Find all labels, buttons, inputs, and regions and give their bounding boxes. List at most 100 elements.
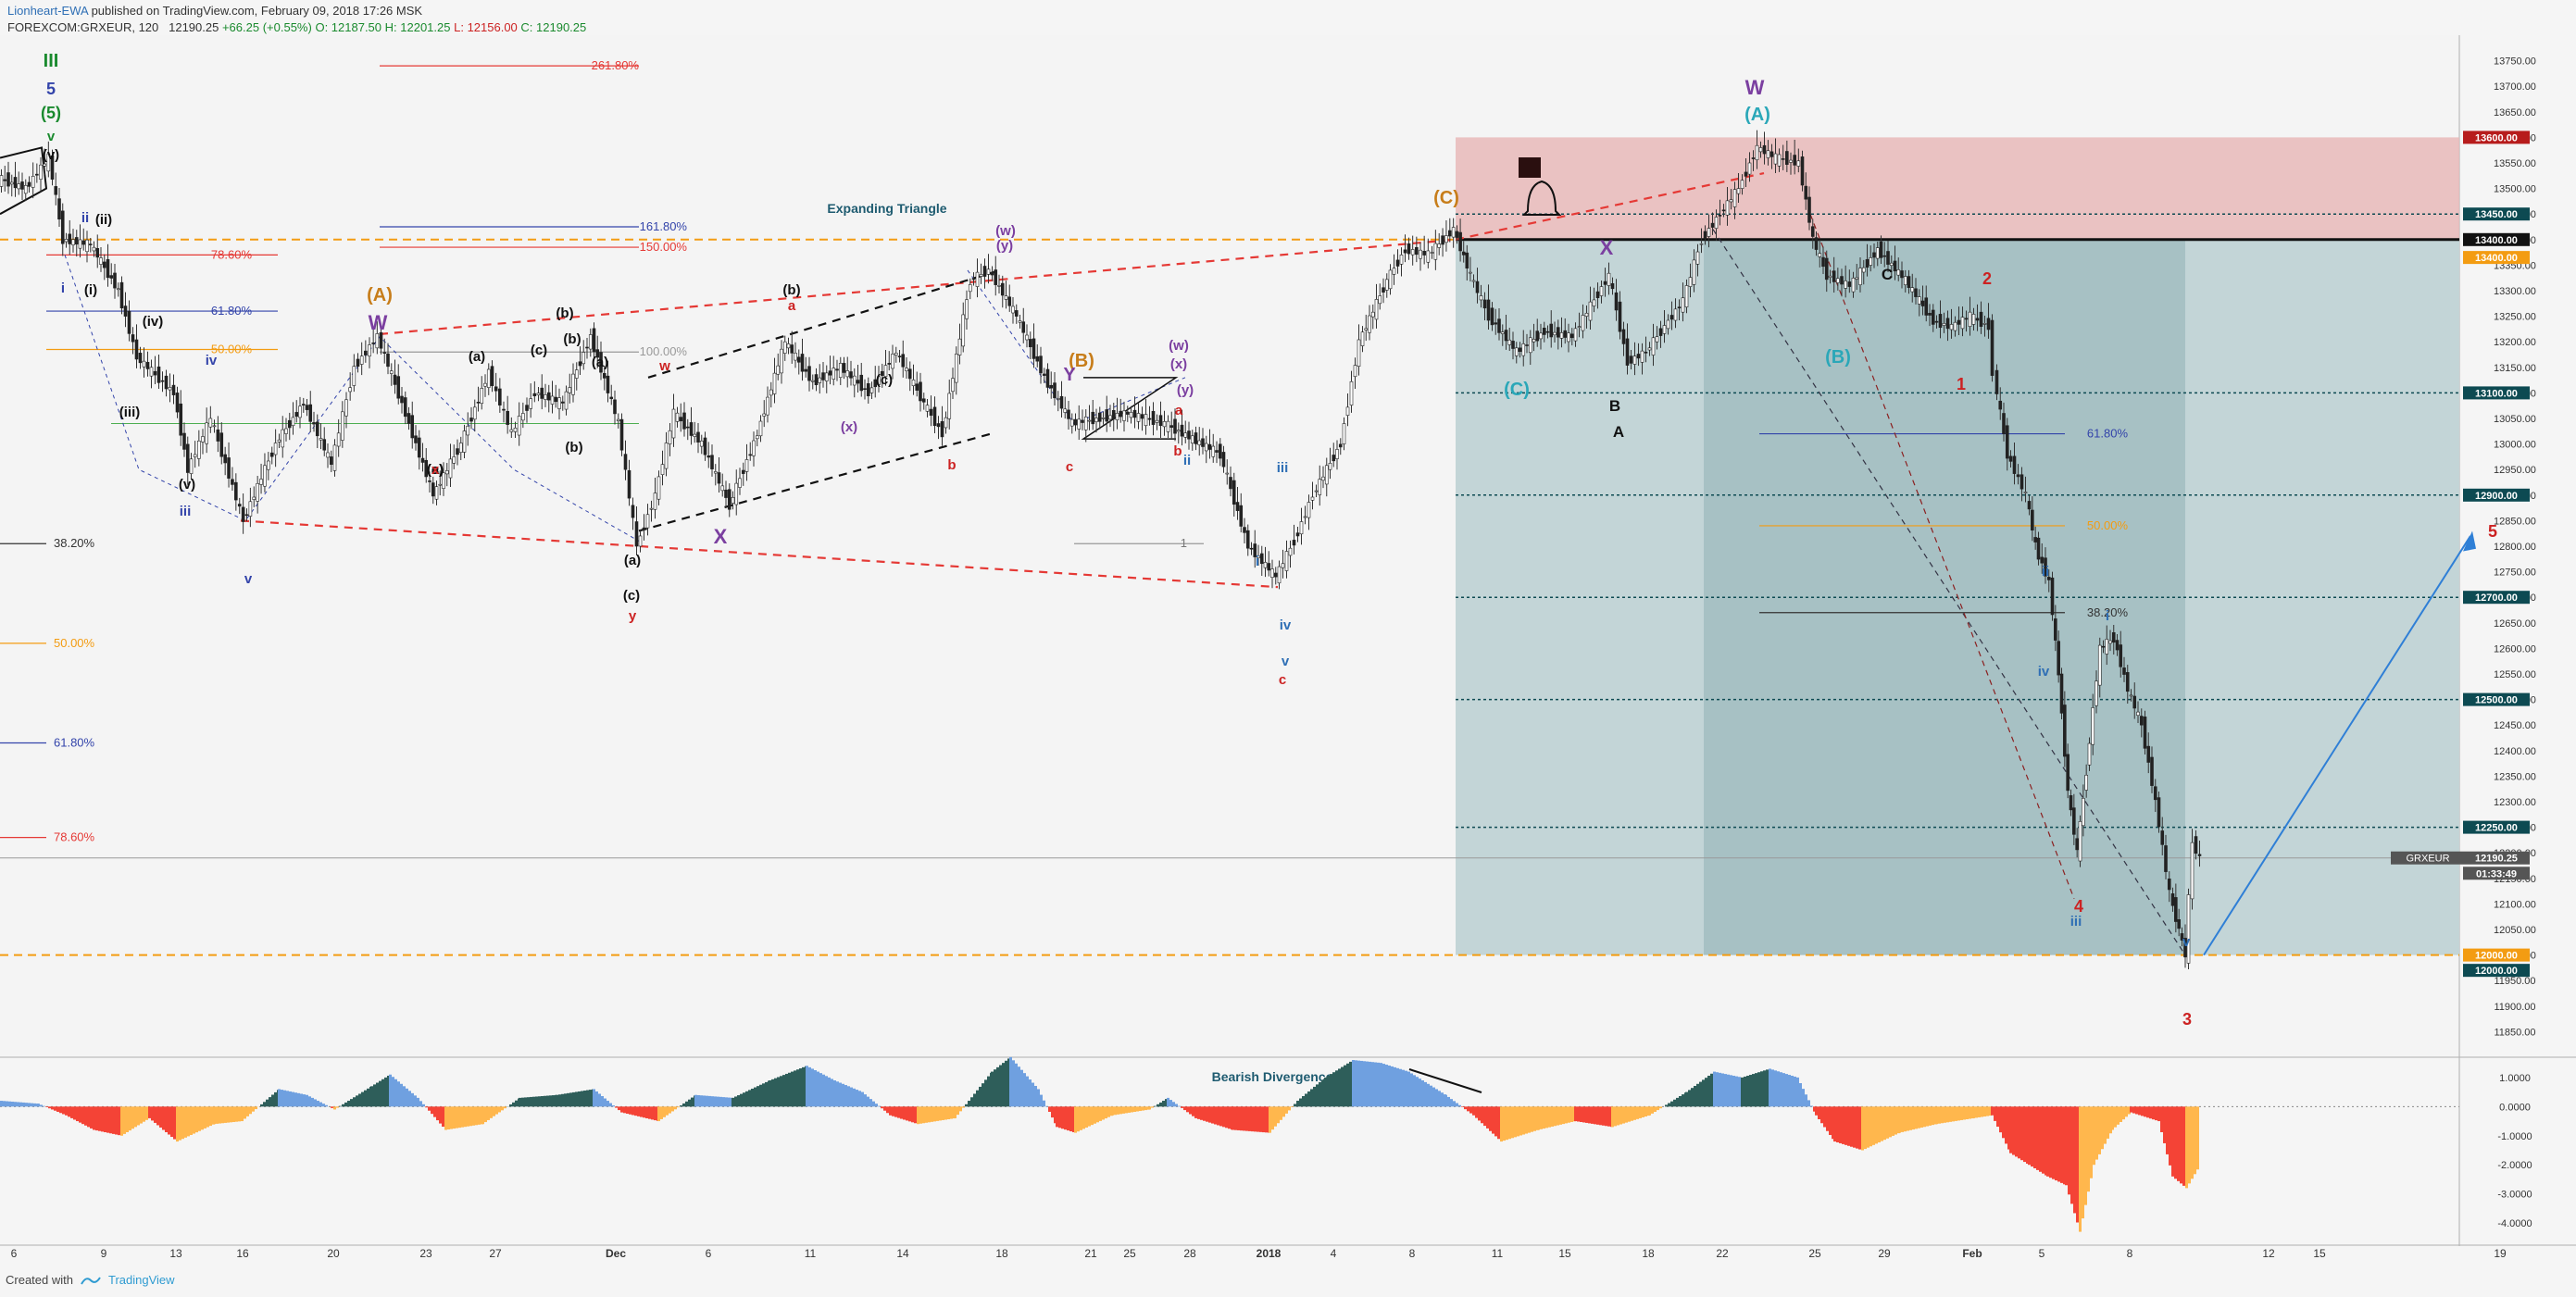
candle-body: [1785, 151, 1789, 165]
time-tick-label: 18: [995, 1247, 1008, 1260]
candle-body: [2091, 707, 2095, 745]
osc-bar: [419, 1101, 422, 1107]
candle-body: [1081, 419, 1084, 423]
osc-bar: [1580, 1106, 1582, 1122]
candle-body: [1263, 562, 1268, 568]
osc-bar: [221, 1106, 224, 1124]
candle-body: [557, 397, 561, 409]
candle-body: [1403, 249, 1407, 254]
osc-bar: [1441, 1092, 1444, 1107]
time-tick-label: 5: [2039, 1247, 2045, 1260]
candle-body: [43, 163, 46, 167]
candle-body: [1751, 157, 1756, 159]
osc-bar: [578, 1091, 581, 1107]
osc-bar: [1105, 1106, 1107, 1119]
osc-bar: [1562, 1106, 1565, 1125]
osc-bar: [453, 1106, 456, 1129]
candle-body: [699, 440, 704, 447]
osc-bar: [589, 1090, 592, 1107]
candle-body: [1277, 566, 1282, 584]
osc-bar: [947, 1106, 950, 1120]
candle-body: [1011, 306, 1015, 314]
osc-bar: [1506, 1106, 1508, 1141]
osc-bar: [1727, 1074, 1730, 1107]
osc-bar: [1136, 1106, 1139, 1112]
candle-body: [1573, 328, 1578, 342]
osc-bar: [987, 1076, 990, 1107]
osc-bar: [336, 1106, 339, 1108]
candle-body: [794, 353, 797, 361]
osc-tick-label: -3.0000: [2497, 1190, 2532, 1201]
candle-body: [657, 476, 661, 500]
osc-bar: [1651, 1106, 1654, 1114]
osc-bar: [297, 1092, 300, 1107]
candle-body: [123, 306, 128, 317]
osc-bar: [762, 1083, 765, 1107]
candle-body: [2143, 717, 2147, 749]
candle-body: [1087, 419, 1092, 422]
osc-bar: [1585, 1106, 1588, 1123]
low-value: L: 12156.00: [454, 20, 518, 34]
osc-bar: [1994, 1106, 1996, 1121]
osc-bar: [2033, 1106, 2036, 1168]
osc-bar: [1699, 1081, 1702, 1107]
osc-bar: [2084, 1106, 2087, 1205]
candle-body: [1025, 334, 1029, 341]
candle-body: [807, 366, 811, 381]
osc-bar: [944, 1106, 947, 1120]
candle-body: [319, 438, 323, 441]
osc-bar: [2002, 1106, 2005, 1139]
candle-body: [1111, 410, 1116, 419]
osc-bar: [2125, 1106, 2128, 1117]
candle-body: [540, 387, 544, 399]
tradingview-brand[interactable]: TradingView: [107, 1273, 175, 1287]
candle-body: [46, 153, 51, 172]
wave-label: (v): [179, 477, 195, 493]
candle-body: [642, 527, 646, 530]
candle-body: [1194, 432, 1198, 444]
candle-body: [2164, 845, 2168, 872]
price-tick-label: 12750.00: [2494, 567, 2536, 579]
osc-bar: [1234, 1106, 1237, 1130]
osc-bar: [1192, 1106, 1194, 1116]
osc-bar: [493, 1106, 495, 1116]
candle-body: [442, 472, 445, 489]
candle-body: [588, 334, 593, 350]
osc-bar: [666, 1106, 669, 1116]
osc-bar: [1853, 1106, 1856, 1148]
candle-body: [1793, 155, 1796, 166]
candle-body: [60, 210, 65, 244]
osc-bar: [1886, 1106, 1889, 1139]
candle-body: [880, 370, 884, 376]
osc-bar: [201, 1106, 204, 1130]
candle-body: [2139, 716, 2144, 726]
osc-bar: [2070, 1106, 2073, 1204]
small-triangle-line: [1081, 377, 1179, 440]
osc-bar: [1032, 1082, 1034, 1107]
osc-bar: [1481, 1106, 1483, 1124]
wave-label: (c): [531, 343, 547, 358]
osc-bar: [1310, 1089, 1313, 1107]
osc-bar: [973, 1093, 976, 1107]
osc-bar: [14, 1102, 17, 1107]
candle-body: [1681, 297, 1685, 313]
osc-bar: [450, 1106, 453, 1129]
osc-bar: [706, 1095, 708, 1107]
candle-body: [1270, 568, 1274, 578]
candle-body: [116, 288, 120, 291]
candle-body: [145, 361, 150, 369]
wave-label: (a): [592, 355, 608, 370]
osc-bar: [722, 1097, 725, 1107]
osc-bar: [1056, 1106, 1058, 1128]
candle-body: [1725, 200, 1730, 216]
author-link[interactable]: Lionheart-EWA: [7, 4, 88, 18]
candle-body: [1896, 269, 1901, 276]
decline-trend-line: [1712, 229, 2186, 955]
osc-bar: [1823, 1106, 1826, 1128]
osc-bar: [428, 1106, 431, 1111]
candle-body: [193, 454, 197, 457]
wave-label: Bearish Divergence: [1212, 1069, 1333, 1084]
osc-bar: [2028, 1106, 2031, 1166]
wave-label: w: [658, 358, 670, 374]
